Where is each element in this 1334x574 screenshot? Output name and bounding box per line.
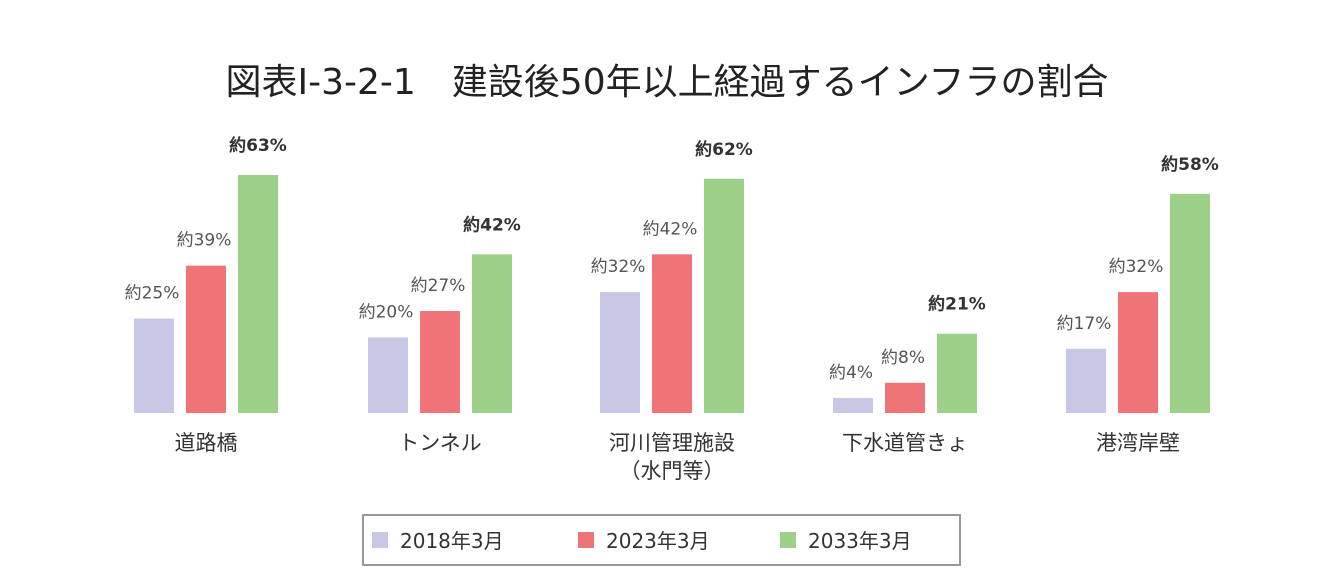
data-label: 約20%: [359, 302, 414, 322]
data-label: 約63%: [229, 135, 287, 156]
legend-label: 2018年3月: [400, 529, 504, 553]
bar: [472, 254, 512, 413]
bar: [937, 333, 977, 413]
legend-box: [362, 514, 961, 566]
legend-swatch: [372, 532, 388, 548]
bar: [1170, 193, 1210, 413]
data-label: 約39%: [177, 231, 232, 251]
labels-layer: 約25% 約39% 約63% 約20% 約27% 約42% 約32% 約42% 約62% 約4% 約…: [125, 135, 1219, 383]
chart-title: 図表I-3-2-1 建設後50年以上経過するインフラの割合: [225, 62, 1108, 103]
legend-swatch: [780, 532, 796, 548]
bar: [600, 292, 640, 413]
data-label: 約8%: [881, 348, 925, 368]
category-label: 港湾岸壁: [1096, 431, 1180, 455]
bar: [1066, 348, 1106, 413]
bar: [420, 311, 460, 413]
bar: [238, 175, 278, 413]
data-label: 約25%: [125, 284, 180, 304]
data-label: 約17%: [1057, 314, 1112, 334]
category-label: トンネル: [398, 431, 482, 455]
data-label: 約62%: [695, 139, 753, 160]
category-label: 河川管理施設: [609, 431, 735, 455]
data-label: 約42%: [643, 219, 698, 239]
legend-label: 2033年3月: [808, 529, 912, 553]
data-label: 約32%: [591, 257, 646, 277]
bar: [833, 397, 873, 413]
data-label: 約32%: [1109, 257, 1164, 277]
category-labels: 道路橋 トンネル 河川管理施設 （水門等） 下水道管きょ 港湾岸壁: [175, 431, 1181, 483]
bars-layer: [134, 175, 1210, 413]
category-label: 下水道管きょ: [842, 431, 968, 455]
data-label: 約42%: [463, 214, 521, 235]
category-label: （水門等）: [620, 459, 725, 483]
bar: [134, 318, 174, 413]
bar: [652, 254, 692, 413]
data-label: 約4%: [829, 363, 873, 383]
legend: 2018年3月 2023年3月 2033年3月: [362, 514, 961, 566]
bar: [704, 178, 744, 413]
bar: [186, 265, 226, 413]
data-label: 約27%: [411, 276, 466, 296]
bar: [1118, 292, 1158, 413]
category-label: 道路橋: [175, 431, 238, 455]
bar: [368, 337, 408, 413]
bar: [885, 382, 925, 413]
data-label: 約58%: [1161, 154, 1219, 175]
legend-label: 2023年3月: [606, 529, 710, 553]
data-label: 約21%: [928, 294, 986, 315]
legend-swatch: [578, 532, 594, 548]
